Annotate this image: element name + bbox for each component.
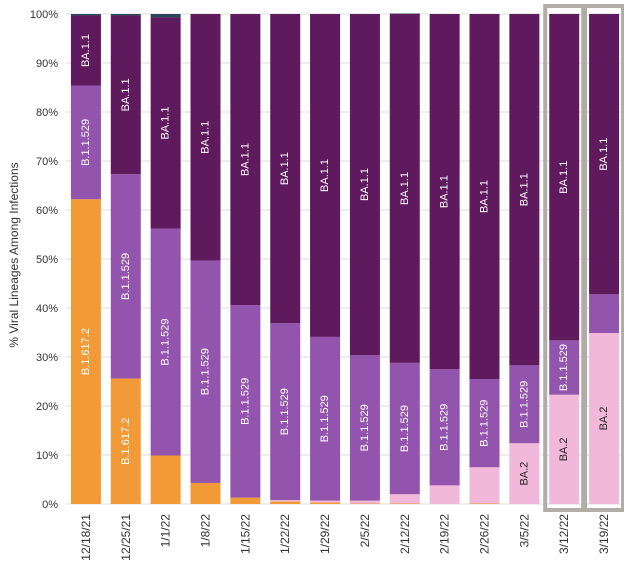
data-label-b-1-1-529-1-1-22: B.1.1.529 xyxy=(160,319,172,366)
bars-layer: B.1.617.2 B.1.1.529 BA.1.1 B.1.617.2 B.1.1.5… xyxy=(71,6,623,510)
bar-segment-other-12-25-21 xyxy=(111,14,141,15)
bar-segment-ba-2-2-26-22 xyxy=(470,467,500,503)
y-tick-label: 30% xyxy=(36,352,58,364)
bar-segment-b-1-617-2-1-29-22 xyxy=(310,503,340,504)
bar-segment-b-1-617-2-1-22-22 xyxy=(270,502,300,504)
x-tick-label: 2/26/22 xyxy=(478,514,492,554)
data-label-ba-1-1-3-19-22: BA.1.1 xyxy=(598,138,610,171)
y-tick-label: 0% xyxy=(42,499,58,511)
y-tick-label: 40% xyxy=(36,303,58,315)
data-label-b-1-1-529-12-18-21: B.1.1.529 xyxy=(80,119,92,166)
data-label-b-1-1-529-3-12-22: B.1.1.529 xyxy=(558,344,570,391)
data-label-ba-1-1-2-19-22: BA.1.1 xyxy=(439,175,451,208)
y-tick-label: 70% xyxy=(36,156,58,168)
x-tick-label: 12/18/21 xyxy=(79,514,93,561)
x-tick-label: 1/15/22 xyxy=(238,514,252,554)
y-tick-label: 20% xyxy=(36,401,58,413)
grid-layer xyxy=(66,14,624,504)
data-label-b-1-1-529-2-5-22: B.1.1.529 xyxy=(359,404,371,451)
x-tick-label: 3/19/22 xyxy=(597,514,611,554)
data-label-ba-2-3-12-22: BA.2 xyxy=(558,437,570,461)
bar-segment-ba-2-2-19-22 xyxy=(430,485,460,504)
y-axis-title: % Viral Lineages Among Infections xyxy=(7,162,21,347)
data-label-b-1-1-529-1-8-22: B.1.1.529 xyxy=(200,348,212,395)
data-label-b-1-1-529-1-22-22: B.1.1.529 xyxy=(279,388,291,435)
bar-segment-b-1-617-2-1-8-22 xyxy=(191,483,221,504)
data-label-ba-1-1-2-12-22: BA.1.1 xyxy=(399,172,411,205)
data-label-b-1-1-529-2-26-22: B.1.1.529 xyxy=(479,400,491,447)
bar-segment-ba-2-2-12-22 xyxy=(390,494,420,503)
bar-segment-b-1-617-2-1-1-22 xyxy=(151,455,181,504)
data-label-ba-1-1-2-26-22: BA.1.1 xyxy=(479,180,491,213)
data-label-b-1-617-2-12-25-21: B.1.617.2 xyxy=(120,418,132,465)
bar-segment-b-1-617-2-1-15-22 xyxy=(230,498,260,504)
data-label-ba-1-1-2-5-22: BA.1.1 xyxy=(359,168,371,201)
x-tick-label: 3/12/22 xyxy=(557,514,571,554)
bar-segment-b-1-1-529-3-19-22 xyxy=(589,294,619,333)
bar-segment-ba-2-1-29-22 xyxy=(310,501,340,503)
data-label-ba-2-3-19-22: BA.2 xyxy=(598,407,610,431)
data-label-b-1-617-2-12-18-21: B.1.617.2 xyxy=(80,328,92,375)
y-tick-label: 50% xyxy=(36,254,58,266)
data-label-b-1-1-529-2-12-22: B.1.1.529 xyxy=(399,405,411,452)
x-tick-label: 1/29/22 xyxy=(318,514,332,554)
bar-segment-ba-2-1-22-22 xyxy=(270,500,300,501)
data-label-ba-1-1-3-5-22: BA.1.1 xyxy=(518,173,530,206)
data-label-b-1-1-529-2-19-22: B.1.1.529 xyxy=(439,404,451,451)
y-tick-labels: 0% 10% 20% 30% 40% 50% 60% 70% 80% 90% 100% xyxy=(30,9,58,511)
data-label-ba-1-1-3-12-22: BA.1.1 xyxy=(558,161,570,194)
data-label-b-1-1-529-1-15-22: B.1.1.529 xyxy=(239,378,251,425)
bar-segment-other-12-18-21 xyxy=(71,14,101,15)
bar-segment-other-1-1-22 xyxy=(151,14,181,17)
x-tick-label: 12/25/21 xyxy=(119,514,133,561)
y-tick-label: 10% xyxy=(36,450,58,462)
x-tick-labels: 12/18/21 12/25/21 1/1/22 1/8/22 1/15/22 1/22/… xyxy=(79,514,611,561)
data-label-b-1-1-529-3-5-22: B.1.1.529 xyxy=(518,381,530,428)
y-tick-label: 90% xyxy=(36,58,58,70)
x-tick-label: 2/19/22 xyxy=(438,514,452,554)
x-tick-label: 2/12/22 xyxy=(398,514,412,554)
data-label-b-1-1-529-1-29-22: B.1.1.529 xyxy=(319,395,331,442)
data-label-ba-1-1-1-29-22: BA.1.1 xyxy=(319,159,331,192)
data-label-ba-2-3-5-22: BA.2 xyxy=(518,462,530,486)
data-label-b-1-1-529-12-25-21: B.1.1.529 xyxy=(120,253,132,300)
data-label-ba-1-1-12-25-21: BA.1.1 xyxy=(120,78,132,111)
x-tick-label: 2/5/22 xyxy=(358,514,372,548)
data-label-ba-1-1-1-8-22: BA.1.1 xyxy=(200,121,212,154)
y-tick-label: 100% xyxy=(30,9,58,21)
data-label-ba-1-1-1-15-22: BA.1.1 xyxy=(239,143,251,176)
bar-segment-ba-2-2-5-22 xyxy=(350,501,380,504)
data-label-ba-1-1-12-18-21: BA.1.1 xyxy=(80,34,92,67)
data-label-ba-1-1-1-22-22: BA.1.1 xyxy=(279,152,291,185)
x-tick-label: 1/22/22 xyxy=(278,514,292,554)
x-tick-label: 1/1/22 xyxy=(159,514,173,548)
y-tick-label: 80% xyxy=(36,107,58,119)
y-tick-label: 60% xyxy=(36,205,58,217)
x-tick-label: 1/8/22 xyxy=(199,514,213,548)
data-label-ba-1-1-1-1-22: BA.1.1 xyxy=(160,107,172,140)
x-tick-label: 3/5/22 xyxy=(517,514,531,548)
